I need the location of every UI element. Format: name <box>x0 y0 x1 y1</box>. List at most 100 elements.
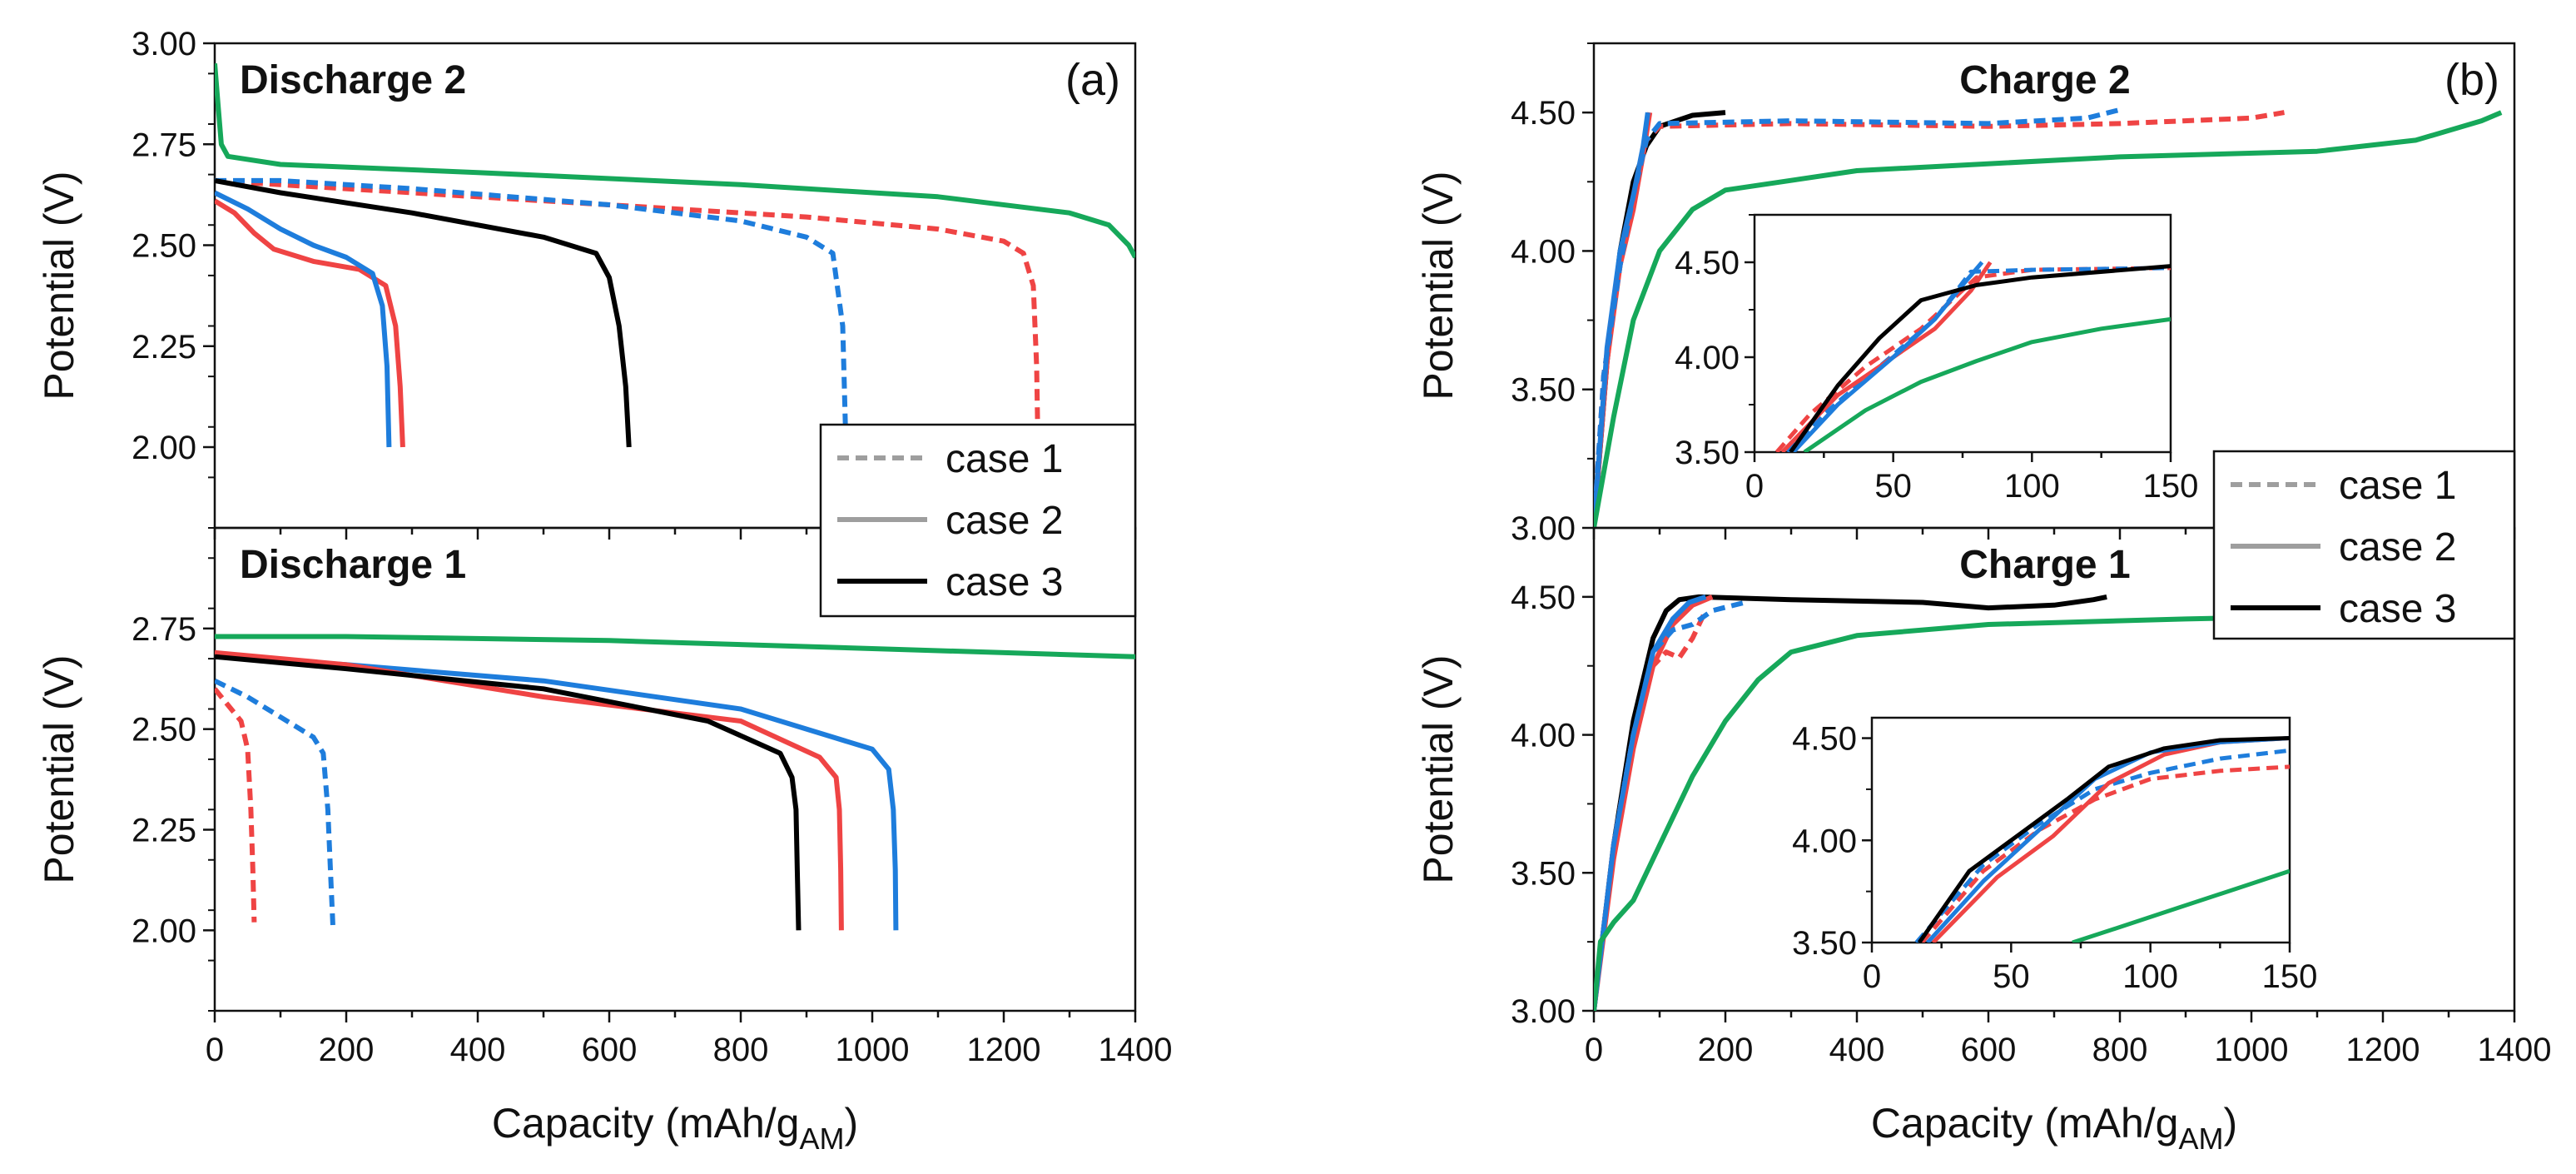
a-top-series-case-1-red <box>215 177 1041 448</box>
inset-x-tick-label: 150 <box>2262 958 2318 995</box>
inset-b-top-series-case-3-black <box>1789 264 2171 452</box>
b-top-series-case-2-red <box>1594 112 1653 528</box>
legend-a: case 1 case 2 case 3 <box>819 423 1137 618</box>
b-top-series-case-1-blue <box>1594 107 2121 528</box>
x-tick-label: 1000 <box>2215 1032 2289 1068</box>
x-tick-label: 0 <box>206 1032 224 1068</box>
panel-letter: (b) <box>2444 55 2499 105</box>
y-tick-label: 2.25 <box>132 813 196 849</box>
legend-label: case 1 <box>2339 464 2456 508</box>
inset-x-tick-label: 100 <box>2122 958 2178 995</box>
y-axis-title: Potential (V) <box>36 654 82 883</box>
y-tick-label: 3.00 <box>132 26 196 62</box>
x-axis-title-main: Capacity (mAh/g <box>492 1100 800 1147</box>
y-tick-label: 3.50 <box>1511 372 1576 409</box>
legend-b: case 1 case 2 case 3 <box>2212 450 2516 640</box>
inset-x-tick-label: 100 <box>2004 468 2060 505</box>
x-tick-label: 400 <box>1829 1032 1885 1068</box>
legend-label: case 1 <box>946 437 1063 481</box>
x-tick-label: 400 <box>450 1032 506 1068</box>
inset-y-tick-label: 3.50 <box>1675 435 1740 471</box>
y-tick-label: 4.00 <box>1511 233 1576 270</box>
a-bottom-series-case-3-green <box>215 634 1135 659</box>
x-tick-label: 600 <box>1961 1032 2017 1068</box>
x-tick-label: 1400 <box>2478 1032 2552 1068</box>
inset-y-tick-label: 4.50 <box>1792 721 1857 758</box>
y-tick-label: 2.50 <box>132 712 196 749</box>
inset-b-top: 3.50 4.00 4.50 0 50 100 150 <box>1675 213 2199 505</box>
x-axis-title-end: ) <box>844 1100 858 1147</box>
inset-x-tick-label: 0 <box>1863 958 1881 995</box>
x-tick-label: 200 <box>1698 1032 1754 1068</box>
legend-label: case 3 <box>946 560 1063 604</box>
x-axis-title-sub: AM <box>799 1122 844 1156</box>
panel-title: Discharge 1 <box>240 543 466 587</box>
panel-title: Discharge 2 <box>240 58 466 102</box>
a-top-series-case-2-red <box>215 198 405 448</box>
x-axis-title-main: Capacity (mAh/g <box>1871 1100 2179 1147</box>
y-tick-label: 4.50 <box>1511 580 1576 616</box>
y-tick-label: 4.00 <box>1511 718 1576 754</box>
x-tick-label: 0 <box>1585 1032 1603 1068</box>
panel-letter: (a) <box>1065 55 1120 105</box>
inset-y-tick-label: 3.50 <box>1792 925 1857 962</box>
legend-label: case 3 <box>2339 587 2456 631</box>
y-tick-label: 3.00 <box>1511 993 1576 1030</box>
x-tick-label: 800 <box>2092 1032 2148 1068</box>
y-tick-label: 2.00 <box>132 913 196 949</box>
inset-y-tick-label: 4.00 <box>1675 340 1740 376</box>
x-tick-label: 1400 <box>1099 1032 1173 1068</box>
x-tick-label: 1200 <box>2346 1032 2420 1068</box>
a-top-series-case-3-green <box>215 62 1135 259</box>
inset-b-bottom-series-case-1-red <box>1920 764 2290 943</box>
a-top-series-case-3-black <box>215 177 632 448</box>
y-tick-label: 2.25 <box>132 329 196 366</box>
inset-b-top-series-case-1-blue <box>1786 266 2171 452</box>
inset-x-tick-label: 150 <box>2143 468 2199 505</box>
x-tick-label: 200 <box>319 1032 375 1068</box>
inset-x-tick-label: 0 <box>1745 468 1764 505</box>
inset-frame <box>1753 213 2172 454</box>
inset-y-tick-label: 4.50 <box>1675 245 1740 281</box>
inset-y-tick-label: 4.00 <box>1792 823 1857 859</box>
panel-b-top: 3.00 3.50 4.00 4.50 Potential (V) Charge 2 (b)… <box>1415 42 2516 547</box>
inset-b-bottom-series-case-3-black <box>1917 736 2290 943</box>
x-tick-label: 600 <box>582 1032 638 1068</box>
panel-title: Charge 2 <box>1959 58 2130 102</box>
panel-b-bottom: 3.003.504.004.500 200 400 600 800 1000 1200 140… <box>1415 526 2552 1156</box>
y-tick-label: 3.00 <box>1511 510 1576 547</box>
a-bottom-series-case-2-red <box>215 649 844 931</box>
a-top-series-case-1-blue <box>215 177 849 448</box>
b-top-series-case-3-green <box>1594 110 2503 528</box>
x-tick-label: 1200 <box>967 1032 1041 1068</box>
b-bottom-series-case-1-blue <box>1594 599 1746 1011</box>
legend-label: case 2 <box>2339 525 2456 570</box>
x-axis-title-end: ) <box>2223 1100 2237 1147</box>
panel-a-bottom: 2.00 2.25 2.50 2.75 0 200 400 600 800 1000 1200 140… <box>36 526 1173 1156</box>
x-tick-label: 800 <box>713 1032 769 1068</box>
inset-b-top-series-case-2-blue <box>1791 261 1984 452</box>
inset-b-bottom-series-case-3-green <box>2072 868 2290 943</box>
y-tick-label: 4.50 <box>1511 95 1576 132</box>
x-axis-title-sub: AM <box>2178 1122 2223 1156</box>
a-bottom-series-case-1-blue <box>215 679 336 931</box>
y-tick-label: 2.75 <box>132 611 196 648</box>
x-axis-title: Capacity (mAh/gAM) <box>1871 1100 2237 1156</box>
y-tick-label: 3.50 <box>1511 855 1576 892</box>
y-axis-title: Potential (V) <box>1415 171 1462 400</box>
panel-a-top: 2.00 2.25 2.50 2.75 3.00 Potential (V) Dischar… <box>36 26 1137 540</box>
legend-label: case 2 <box>946 499 1063 543</box>
x-tick-label: 1000 <box>836 1032 910 1068</box>
inset-b-bottom-series-case-1-blue <box>1914 748 2290 943</box>
y-tick-label: 2.00 <box>132 430 196 466</box>
y-axis-title: Potential (V) <box>1415 654 1462 883</box>
y-tick-label: 2.50 <box>132 228 196 265</box>
y-axis-title: Potential (V) <box>36 171 82 400</box>
y-tick-label: 2.75 <box>132 127 196 163</box>
inset-x-tick-label: 50 <box>1874 468 1912 505</box>
a-top-series-case-2-blue <box>215 190 392 448</box>
inset-b-bottom: 3.50 4.00 4.50 0 50 100 150 <box>1792 716 2318 995</box>
a-bottom-series-case-2-blue <box>215 654 899 931</box>
inset-frame <box>1870 716 2291 944</box>
